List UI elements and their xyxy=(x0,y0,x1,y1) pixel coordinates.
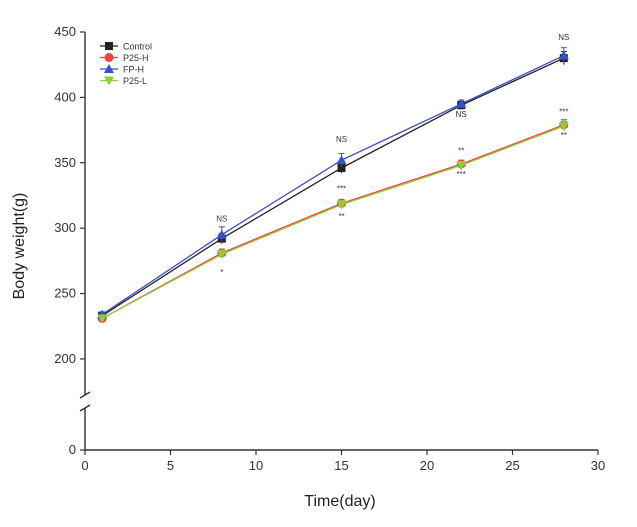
series-line xyxy=(101,54,565,316)
y-tick-label: 450 xyxy=(54,24,76,39)
legend-marker xyxy=(105,42,113,50)
significance-label: *** xyxy=(337,185,346,194)
data-point xyxy=(97,314,108,324)
x-tick-label: 15 xyxy=(334,458,348,473)
legend-label: P25-L xyxy=(123,76,147,86)
series-control xyxy=(98,51,568,320)
significance-label: ** xyxy=(338,212,344,221)
data-point xyxy=(456,98,467,108)
data-point xyxy=(105,42,113,50)
data-point xyxy=(104,53,114,62)
series-fp-h xyxy=(97,47,569,319)
data-point xyxy=(104,64,114,73)
x-axis-title: Time(day) xyxy=(304,493,375,510)
axis-break-mark-top xyxy=(79,391,91,399)
legend-marker xyxy=(104,64,114,73)
data-point xyxy=(336,155,347,165)
x-tick-label: 30 xyxy=(591,458,605,473)
significance-label: NS xyxy=(558,33,569,42)
series-layer xyxy=(97,47,569,324)
series-line xyxy=(101,125,565,319)
y-tick-label: 0 xyxy=(69,442,76,457)
y-tick-label: 400 xyxy=(54,89,76,104)
x-tick-label: 20 xyxy=(420,458,434,473)
data-point xyxy=(456,161,467,171)
significance-label: NS xyxy=(336,135,347,144)
y-tick-label: 200 xyxy=(54,351,76,366)
significance-label: *** xyxy=(457,170,466,179)
legend-marker xyxy=(104,53,114,62)
x-tick-label: 25 xyxy=(505,458,519,473)
data-point xyxy=(216,229,227,239)
x-tick-label: 5 xyxy=(167,458,174,473)
significance-label: NS xyxy=(456,110,467,119)
data-point xyxy=(337,164,346,172)
legend-marker xyxy=(104,76,114,86)
series-line xyxy=(101,124,565,319)
significance-label: NS xyxy=(216,215,227,224)
axis-break-mark-bottom xyxy=(79,404,91,412)
x-tick-label: 10 xyxy=(249,458,263,473)
legend-label: P25-H xyxy=(123,53,149,63)
y-tick-label: 300 xyxy=(54,220,76,235)
y-axis-title: Body weight(g) xyxy=(11,193,28,300)
data-point xyxy=(336,200,347,210)
series-p25-l xyxy=(97,120,569,324)
data-point xyxy=(558,50,569,60)
legend-label: Control xyxy=(123,42,152,52)
significance-label: ** xyxy=(458,147,464,156)
data-point xyxy=(558,122,569,132)
legend-label: FP-H xyxy=(123,65,144,75)
significance-label: *** xyxy=(559,107,568,116)
data-point xyxy=(216,250,227,260)
annotation-layer: NS*NS*****NS*****NS***** xyxy=(216,33,569,277)
significance-label: ** xyxy=(561,131,567,140)
x-tick-label: 0 xyxy=(81,458,88,473)
series-line xyxy=(101,57,565,317)
series-p25-h xyxy=(97,119,569,323)
y-tick-label: 250 xyxy=(54,286,76,301)
significance-label: * xyxy=(220,268,223,277)
y-tick-label: 350 xyxy=(54,155,76,170)
data-point xyxy=(104,76,114,86)
